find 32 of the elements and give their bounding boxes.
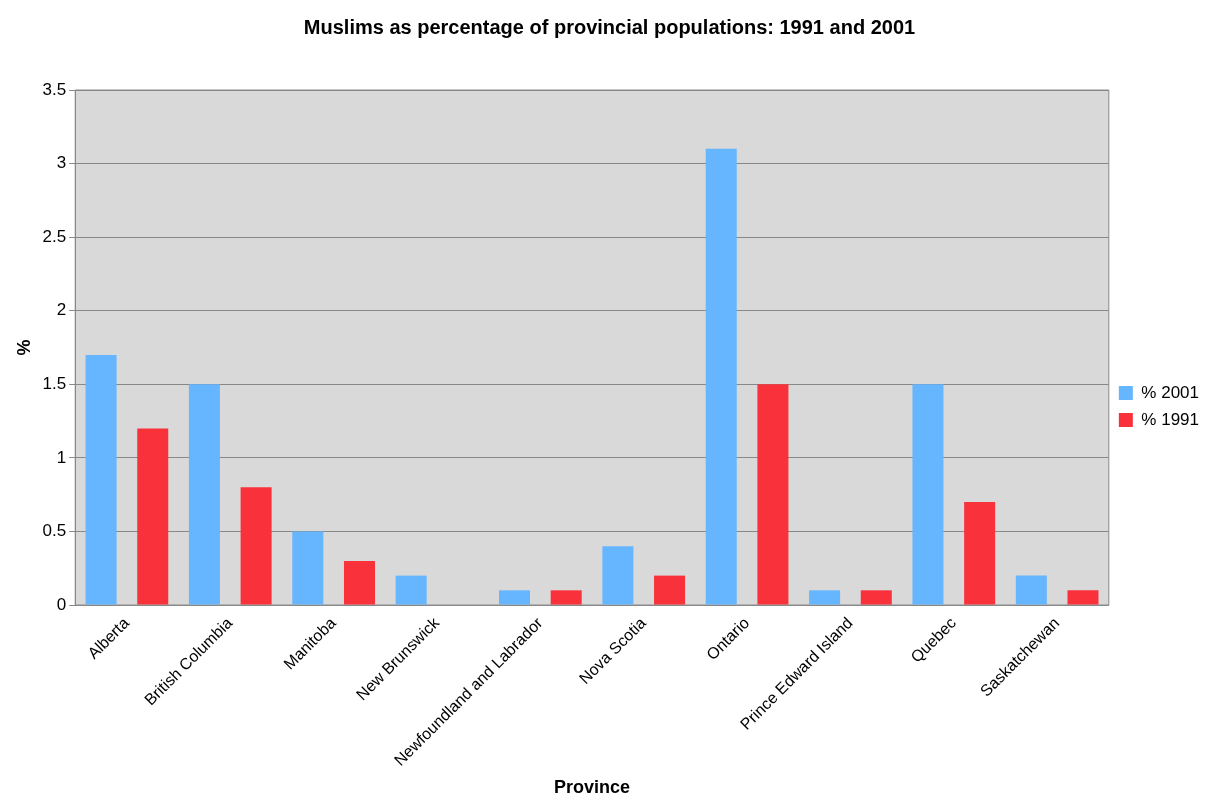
y-tick-label: 1.5 [42, 373, 67, 393]
bar [860, 590, 892, 605]
bar [240, 487, 272, 605]
y-tick-label: 2 [56, 300, 67, 320]
bar [809, 590, 841, 605]
bar [550, 590, 582, 605]
bar [1015, 575, 1047, 605]
bar [654, 575, 686, 605]
y-axis-title: % [13, 339, 34, 356]
y-tick-label: 0.5 [42, 521, 67, 541]
bar [912, 384, 944, 605]
bar [757, 384, 789, 605]
y-tick-label: 1 [56, 447, 67, 467]
x-axis-title: Province [554, 777, 631, 798]
bar [343, 560, 375, 605]
y-tick-label: 0 [56, 594, 67, 614]
legend-label: % 1991 [1141, 409, 1200, 429]
legend-label: % 2001 [1141, 382, 1200, 402]
y-tick-label: 3 [56, 153, 67, 173]
bar [395, 575, 427, 605]
bar [964, 502, 996, 605]
bar [292, 531, 324, 605]
bar [499, 590, 531, 605]
bar [705, 148, 737, 605]
y-tick-label: 3.5 [42, 79, 67, 99]
bar [85, 354, 117, 605]
bar [137, 428, 169, 605]
bar [188, 384, 220, 605]
chart-title: Muslims as percentage of provincial populations: 1991 and 2001 [303, 15, 916, 38]
y-tick-label: 2.5 [42, 226, 67, 246]
bar [1067, 590, 1099, 605]
bar [602, 546, 634, 605]
